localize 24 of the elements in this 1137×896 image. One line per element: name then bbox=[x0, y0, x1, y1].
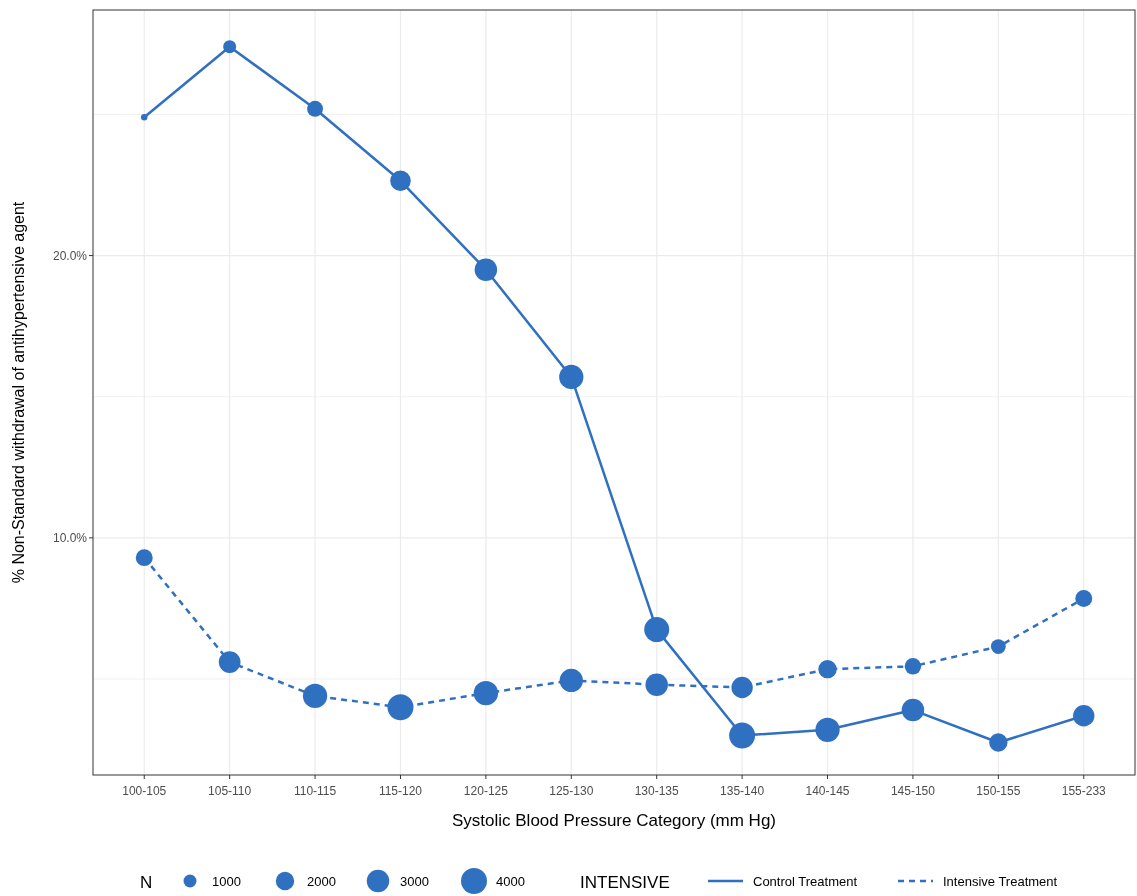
text: N bbox=[140, 873, 153, 892]
x-tick-label: 110-115 bbox=[293, 784, 337, 798]
legend-label: Control Treatment bbox=[753, 874, 858, 889]
x-tick-label: 155-233 bbox=[1061, 784, 1107, 798]
x-tick-label: 115-120 bbox=[378, 784, 423, 798]
x-tick-label: 130-135 bbox=[634, 784, 680, 798]
legend-label: 4000 bbox=[496, 874, 525, 889]
x-tick-label: 140-145 bbox=[805, 784, 850, 798]
legend-label: Intensive Treatment bbox=[943, 874, 1058, 889]
legend-title: INTENSIVE bbox=[580, 873, 670, 892]
x-axis-title: Systolic Blood Pressure Category (mm Hg) bbox=[451, 811, 777, 830]
x-tick-label: 135-140 bbox=[720, 784, 765, 798]
x-tick-label: 125-130 bbox=[549, 784, 594, 798]
legend-label: 1000 bbox=[212, 874, 241, 889]
x-tick-label: 145-150 bbox=[890, 784, 936, 798]
x-tick-label: 105-110 bbox=[208, 784, 252, 798]
x-tick-label: 120-125 bbox=[463, 784, 509, 798]
y-tick-label: 10.0% bbox=[52, 531, 88, 546]
x-tick-label: 150-155 bbox=[976, 784, 1021, 798]
legend-label: 2000 bbox=[307, 874, 336, 889]
x-tick-label: 100-105 bbox=[122, 784, 167, 798]
y-tick-label: 20.0% bbox=[52, 248, 88, 263]
legend-label: 3000 bbox=[400, 874, 429, 889]
y-axis-title: % Non-Standard withdrawal of antihypertensive agent bbox=[10, 201, 27, 584]
